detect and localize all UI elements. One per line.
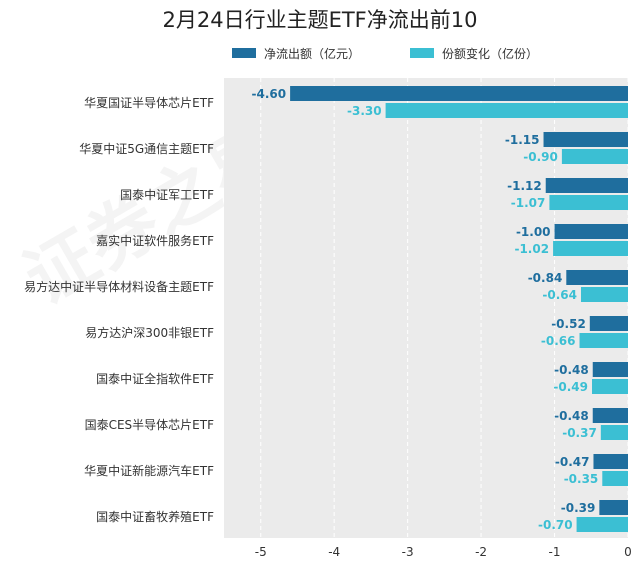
data-label: -0.70 bbox=[538, 518, 573, 532]
data-label: -1.12 bbox=[507, 179, 542, 193]
data-label: -1.02 bbox=[514, 242, 549, 256]
chart-title: 2月24日行业主题ETF净流出前10 bbox=[162, 8, 478, 32]
data-label: -0.37 bbox=[562, 426, 597, 440]
data-label: -1.15 bbox=[505, 133, 540, 147]
bar bbox=[566, 270, 628, 285]
legend-swatch bbox=[232, 48, 256, 58]
x-tick-label: -1 bbox=[549, 545, 561, 559]
bar bbox=[602, 471, 628, 486]
data-label: -0.64 bbox=[542, 288, 577, 302]
bar-layer: -4.60 -3.30 -1.15 -0.90 -1.12 -1.07 -1.00 -1.02… bbox=[252, 86, 628, 532]
data-label: -0.49 bbox=[553, 380, 588, 394]
data-label: -0.48 bbox=[554, 409, 589, 423]
data-label: -0.90 bbox=[523, 150, 558, 164]
data-label: -4.60 bbox=[252, 87, 287, 101]
data-label: -0.52 bbox=[551, 317, 586, 331]
x-tick-label: -5 bbox=[255, 545, 267, 559]
category-label: 华夏中证新能源汽车ETF bbox=[84, 463, 214, 478]
category-label: 易方达中证半导体材料设备主题ETF bbox=[24, 279, 214, 294]
x-axis-ticks: -5 -4 -3 -2 -1 0 bbox=[255, 545, 632, 559]
category-label: 国泰中证全指软件ETF bbox=[96, 371, 214, 386]
x-tick-label: -3 bbox=[402, 545, 414, 559]
data-label: -3.30 bbox=[347, 104, 382, 118]
data-label: -0.48 bbox=[554, 363, 589, 377]
legend-swatch bbox=[410, 48, 434, 58]
bar bbox=[549, 195, 628, 210]
bar bbox=[592, 408, 628, 423]
data-label: -0.66 bbox=[541, 334, 576, 348]
bar bbox=[576, 517, 628, 532]
bar bbox=[593, 454, 628, 469]
data-label: -1.07 bbox=[511, 196, 546, 210]
bar bbox=[589, 316, 628, 331]
category-label: 华夏国证半导体芯片ETF bbox=[84, 96, 214, 110]
category-labels: 华夏国证半导体芯片ETF 华夏中证5G通信主题ETF 国泰中证军工ETF 嘉实中证软件… bbox=[24, 96, 214, 524]
category-label: 国泰中证军工ETF bbox=[120, 187, 214, 202]
bar bbox=[600, 425, 628, 440]
category-label: 国泰CES半导体芯片ETF bbox=[85, 418, 214, 432]
x-tick-label: -2 bbox=[475, 545, 487, 559]
bar bbox=[592, 379, 628, 394]
x-tick-label: 0 bbox=[624, 545, 632, 559]
bar bbox=[290, 86, 628, 101]
data-label: -1.00 bbox=[516, 225, 551, 239]
bar bbox=[580, 287, 628, 302]
data-label: -0.84 bbox=[528, 271, 563, 285]
bar bbox=[385, 103, 628, 118]
plot-area bbox=[224, 78, 628, 538]
category-label: 华夏中证5G通信主题ETF bbox=[79, 141, 214, 156]
bar bbox=[599, 500, 628, 515]
legend-label: 份额变化（亿份） bbox=[442, 46, 538, 61]
category-label: 嘉实中证软件服务ETF bbox=[96, 233, 214, 248]
data-label: -0.35 bbox=[564, 472, 599, 486]
bar bbox=[545, 178, 628, 193]
bar bbox=[592, 362, 628, 377]
bar bbox=[554, 224, 628, 239]
bar bbox=[543, 132, 628, 147]
bar bbox=[579, 333, 628, 348]
category-label: 易方达沪深300非银ETF bbox=[85, 325, 214, 340]
bar bbox=[553, 241, 628, 256]
data-label: -0.47 bbox=[555, 455, 590, 469]
data-label: -0.39 bbox=[561, 501, 596, 515]
legend: 净流出额（亿元） 份额变化（亿份） bbox=[232, 46, 538, 61]
bar bbox=[561, 149, 628, 164]
category-label: 国泰中证畜牧养殖ETF bbox=[96, 509, 214, 524]
x-tick-label: -4 bbox=[328, 545, 340, 559]
legend-label: 净流出额（亿元） bbox=[264, 46, 360, 61]
